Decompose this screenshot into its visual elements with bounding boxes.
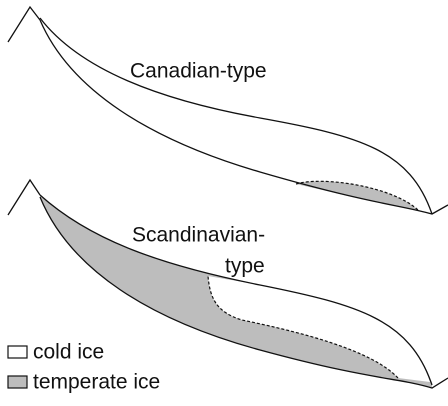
legend: cold ice temperate ice (7, 341, 160, 394)
legend-label: cold ice (33, 341, 104, 364)
cold-ice (208, 276, 430, 382)
mountain (7, 178, 41, 216)
label: Scandinavian- (132, 224, 265, 247)
temperate-patch (296, 181, 418, 210)
temperate-boundary (295, 180, 419, 211)
ice-surface (39, 17, 433, 215)
cold-boundary (207, 275, 399, 379)
legend-label: temperate ice (33, 371, 160, 394)
canadian-glacier: Canadian-type (7, 5, 448, 215)
bedrock (39, 19, 448, 215)
bedrock (39, 196, 448, 389)
legend-swatch (7, 375, 28, 389)
label: type (225, 255, 265, 278)
scandinavian-glacier: Scandinavian- type (7, 178, 448, 389)
ice-surface (39, 194, 433, 386)
label: Canadian-type (130, 60, 267, 83)
legend-swatch (7, 345, 28, 359)
mountain (7, 5, 41, 43)
